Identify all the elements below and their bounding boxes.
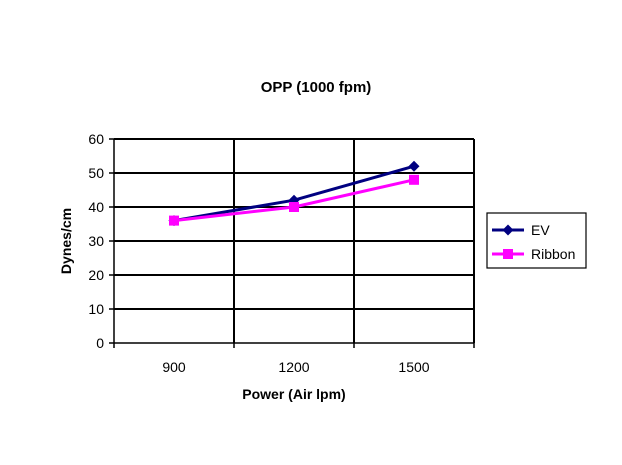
legend: EV Ribbon <box>486 212 587 269</box>
data-point-ev <box>408 160 420 172</box>
series-line-ev <box>173 164 415 223</box>
legend-label-ribbon: Ribbon <box>531 246 575 262</box>
y-tick-label: 50 <box>88 165 104 181</box>
y-tick-label: 60 <box>88 131 104 147</box>
series-layer <box>168 160 420 227</box>
x-tick-labels: 900 1200 1500 <box>162 359 429 375</box>
y-tick-label: 30 <box>88 233 104 249</box>
x-tick-label: 1500 <box>398 359 429 375</box>
y-tick-labels: 0 10 20 30 40 50 60 <box>88 131 104 351</box>
legend-marker-ribbon <box>503 249 513 259</box>
y-tick-label: 40 <box>88 199 104 215</box>
y-tick-label: 0 <box>96 335 104 351</box>
x-tick-label: 1200 <box>278 359 309 375</box>
y-tick-label: 10 <box>88 301 104 317</box>
data-point-ribbon <box>169 215 179 226</box>
grid-lines <box>114 138 475 343</box>
x-axis-label: Power (Air lpm) <box>242 386 345 402</box>
axes <box>109 138 475 348</box>
data-point-ribbon <box>409 174 419 185</box>
legend-label-ev: EV <box>531 222 550 238</box>
data-point-ribbon <box>289 202 299 212</box>
x-tick-label: 900 <box>162 359 186 375</box>
y-axis-label: Dynes/cm <box>58 208 74 274</box>
y-tick-label: 20 <box>88 267 104 283</box>
chart-title: OPP (1000 fpm) <box>261 79 372 96</box>
legend-marker-ev <box>502 224 514 236</box>
